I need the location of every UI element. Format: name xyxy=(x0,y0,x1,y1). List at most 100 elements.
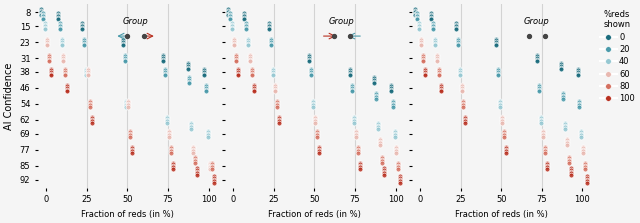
Point xyxy=(562,140,572,144)
Point xyxy=(160,67,170,70)
Point xyxy=(566,173,576,177)
Point xyxy=(77,21,87,25)
Point xyxy=(434,69,444,72)
Point xyxy=(347,86,357,90)
Point xyxy=(556,61,566,65)
Point xyxy=(245,59,255,63)
Point xyxy=(460,118,470,122)
Point xyxy=(412,14,422,18)
Point xyxy=(436,83,446,87)
Point xyxy=(412,16,422,19)
Point xyxy=(428,24,438,28)
Point xyxy=(387,101,397,104)
Point xyxy=(394,162,404,166)
Point xyxy=(420,69,430,72)
Point xyxy=(46,69,56,72)
Point xyxy=(410,14,420,17)
Point xyxy=(355,167,365,171)
Point xyxy=(351,135,361,139)
Point xyxy=(54,27,65,31)
Point xyxy=(225,18,236,21)
Point xyxy=(209,180,219,183)
Point xyxy=(273,115,284,118)
Point xyxy=(198,67,209,70)
Point xyxy=(223,12,234,16)
Point xyxy=(452,39,463,42)
Point xyxy=(243,37,253,41)
Point xyxy=(247,69,257,72)
Point xyxy=(120,58,130,61)
Point xyxy=(373,127,383,131)
Point xyxy=(369,75,380,78)
Point xyxy=(329,34,339,38)
Point xyxy=(572,67,582,70)
Point xyxy=(86,121,97,125)
Point xyxy=(203,129,213,132)
Point xyxy=(168,162,178,166)
Point xyxy=(60,72,70,75)
Point xyxy=(501,151,511,155)
Point xyxy=(86,118,97,122)
Point xyxy=(396,176,406,180)
Point xyxy=(558,93,568,96)
Point xyxy=(243,43,253,47)
Point xyxy=(190,155,200,158)
Point xyxy=(231,56,241,60)
Point xyxy=(245,56,255,60)
Point xyxy=(312,135,323,139)
Point xyxy=(124,105,134,109)
Point xyxy=(375,137,385,140)
Point xyxy=(540,146,550,150)
Point xyxy=(410,12,420,16)
Point xyxy=(198,72,209,75)
Point xyxy=(578,150,588,153)
Point xyxy=(304,58,314,61)
Point xyxy=(582,176,593,180)
Point xyxy=(245,53,255,57)
Point xyxy=(451,21,461,25)
Point xyxy=(308,101,319,104)
Point xyxy=(345,67,355,70)
Point xyxy=(229,39,239,42)
Point xyxy=(558,91,568,95)
Point xyxy=(430,40,440,44)
Point xyxy=(389,132,399,136)
Point xyxy=(190,158,200,161)
Point xyxy=(578,151,588,155)
Point xyxy=(434,73,444,77)
Point xyxy=(458,102,468,106)
Point xyxy=(452,40,463,44)
Point xyxy=(166,150,176,153)
Point xyxy=(373,122,383,126)
Point xyxy=(124,102,134,106)
Point xyxy=(62,85,72,88)
Point xyxy=(84,102,95,106)
Point xyxy=(186,124,196,128)
Point xyxy=(532,53,542,57)
Point xyxy=(572,70,582,74)
Point xyxy=(414,27,424,31)
Point xyxy=(79,39,89,42)
Point xyxy=(564,156,574,160)
Point xyxy=(379,173,389,177)
Point xyxy=(79,37,89,41)
Point xyxy=(36,10,47,14)
Point xyxy=(556,64,566,68)
Point xyxy=(125,135,136,139)
Point xyxy=(307,67,317,70)
Point xyxy=(81,70,91,74)
Point xyxy=(264,23,274,26)
Point xyxy=(241,23,252,26)
Text: Group: Group xyxy=(329,17,355,26)
Point xyxy=(268,69,278,72)
Point xyxy=(249,83,259,87)
Point xyxy=(44,55,54,58)
Point xyxy=(307,72,317,75)
Point xyxy=(310,115,321,118)
Point xyxy=(164,135,174,139)
Point xyxy=(540,150,550,153)
Point xyxy=(379,170,389,173)
Point xyxy=(86,116,97,120)
Point xyxy=(349,118,359,122)
Point xyxy=(394,164,404,167)
